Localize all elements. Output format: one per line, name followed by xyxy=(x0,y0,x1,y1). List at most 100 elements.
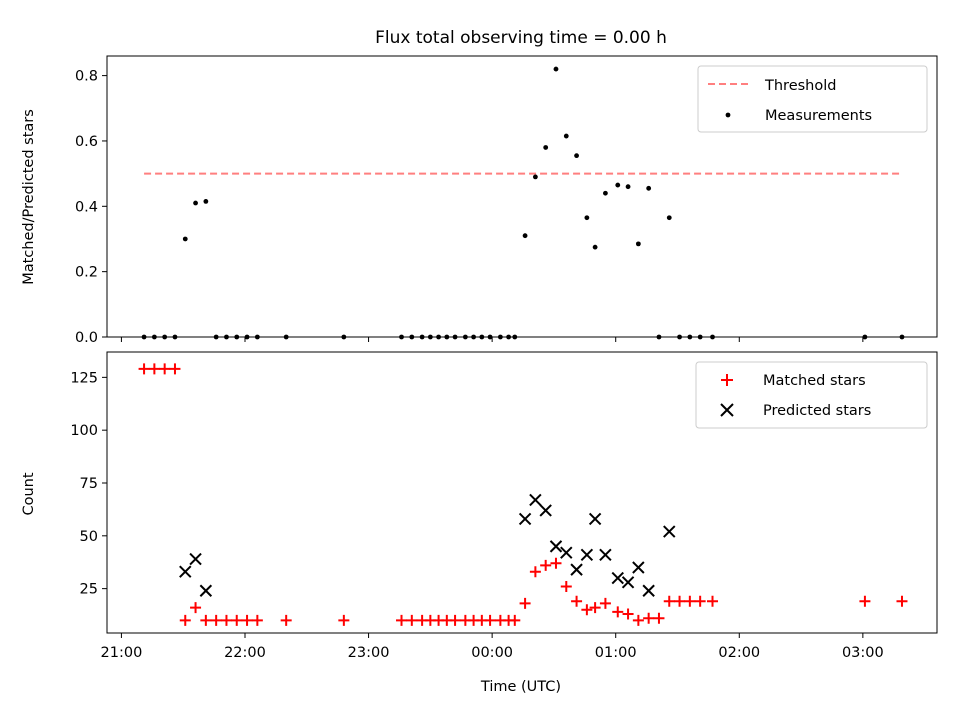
measurement-point xyxy=(141,334,147,340)
matched-star-marker xyxy=(684,595,696,607)
measurement-point xyxy=(512,334,518,340)
matched-star-marker xyxy=(190,602,202,614)
matched-star-marker xyxy=(674,595,686,607)
bottom-axes-frame xyxy=(106,351,938,634)
predicted-star-marker xyxy=(663,525,676,538)
predicted-star-marker xyxy=(539,504,552,517)
bottom-panel: 25 50 75 100 125 21:00 22:00 23:00 00:00 01:00 02:… xyxy=(70,351,938,661)
measurement-point xyxy=(487,334,493,340)
predicted-star-marker xyxy=(632,561,645,574)
predicted-star-marker xyxy=(588,512,602,526)
matched-star-marker xyxy=(622,608,634,620)
predicted-star-marker xyxy=(529,493,542,507)
measurement-point xyxy=(462,334,468,340)
bottom-xtick-label: 03:00 xyxy=(842,645,884,661)
matched-star-marker xyxy=(550,557,562,569)
matched-star-marker xyxy=(280,614,292,626)
measurement-point xyxy=(283,334,289,340)
measurement-point xyxy=(444,334,450,340)
matched-star-marker xyxy=(169,363,181,375)
bottom-legend: Matched stars Predicted stars xyxy=(695,361,928,429)
matched-star-marker xyxy=(179,614,191,626)
measurement-point xyxy=(193,200,198,206)
legend-predicted-label: Predicted stars xyxy=(763,403,871,419)
measurement-point xyxy=(677,334,682,340)
legend-matched-label: Matched stars xyxy=(763,373,866,389)
measurement-point xyxy=(656,334,662,340)
bottom-ytick-label: 50 xyxy=(80,529,98,545)
top-legend: Threshold Measurements xyxy=(697,65,928,133)
bottom-xtick-label: 02:00 xyxy=(718,645,760,661)
legend-threshold-label: Threshold xyxy=(764,78,836,94)
measurement-point xyxy=(452,334,458,340)
measurement-point xyxy=(710,334,715,340)
top-ytick-label: 0.2 xyxy=(75,265,98,281)
bottom-ytick-label: 25 xyxy=(80,582,98,598)
matched-star-marker xyxy=(560,581,572,593)
measurement-point xyxy=(254,334,260,340)
matched-star-marker xyxy=(220,614,232,626)
measurement-point xyxy=(574,153,579,159)
predicted-star-marker xyxy=(518,512,532,526)
bottom-legend-box xyxy=(695,361,928,429)
measurement-point xyxy=(553,66,559,72)
predicted-star-marker xyxy=(611,571,624,585)
matched-star-marker xyxy=(643,612,655,624)
predicted-star-marker xyxy=(179,565,192,578)
measurement-point xyxy=(584,215,590,221)
top-ylabel: Matched/Predicted stars xyxy=(21,109,37,285)
matched-star-marker xyxy=(859,595,871,607)
matched-star-marker xyxy=(612,606,624,618)
bottom-xlabel: Time (UTC) xyxy=(480,679,561,695)
bottom-xtick-label: 23:00 xyxy=(348,645,390,661)
matched-star-marker xyxy=(210,614,222,626)
top-ytick-label: 0.8 xyxy=(75,69,98,85)
predicted-star-marker xyxy=(621,576,635,589)
measurement-point xyxy=(563,133,569,139)
measurement-point xyxy=(479,334,485,340)
measurement-point xyxy=(471,334,477,340)
matched-star-marker xyxy=(896,595,908,607)
measurement-point xyxy=(899,334,905,340)
bottom-xtick-label: 01:00 xyxy=(595,645,637,661)
bottom-ytick-label: 75 xyxy=(80,476,98,492)
predicted-star-marker xyxy=(189,552,202,566)
measurement-point xyxy=(203,199,209,204)
measurement-point xyxy=(666,215,672,221)
legend-predicted-swatch xyxy=(720,403,734,417)
matched-star-marker xyxy=(484,614,496,626)
measurement-point xyxy=(862,334,868,340)
measurement-point xyxy=(687,334,693,340)
matched-star-marker xyxy=(694,595,706,607)
measurement-point xyxy=(234,334,240,340)
predicted-star-marker xyxy=(570,563,583,576)
matched-star-marker xyxy=(396,614,408,626)
bottom-xtick-label: 22:00 xyxy=(224,645,266,661)
top-ytick-label: 0.4 xyxy=(75,199,98,215)
measurement-point xyxy=(182,236,188,242)
bottom-ytick-label: 100 xyxy=(70,423,98,439)
measurement-point xyxy=(603,190,608,196)
matched-star-marker xyxy=(581,604,593,616)
measurement-point xyxy=(646,185,652,191)
legend-measurements-label: Measurements xyxy=(765,108,872,124)
top-ytick-label: 0.0 xyxy=(75,330,98,346)
matched-star-marker xyxy=(159,363,171,375)
matched-star-marker xyxy=(632,614,644,626)
bottom-ylabel: Count xyxy=(21,472,37,515)
top-ytick-label: 0.6 xyxy=(75,134,98,150)
measurement-point xyxy=(592,244,598,250)
matched-star-marker xyxy=(599,597,611,609)
measurement-point xyxy=(697,334,703,340)
matched-star-marker xyxy=(338,614,350,626)
matched-star-marker xyxy=(540,559,552,571)
measurement-point xyxy=(213,334,219,340)
measurement-point xyxy=(506,334,512,340)
predicted-star-marker xyxy=(199,584,213,597)
matched-star-marker xyxy=(251,614,263,626)
measurement-point xyxy=(162,334,168,340)
measurement-point xyxy=(436,334,441,340)
matched-star-marker xyxy=(519,597,531,609)
measurement-point xyxy=(399,334,404,340)
measurement-point xyxy=(543,145,549,150)
